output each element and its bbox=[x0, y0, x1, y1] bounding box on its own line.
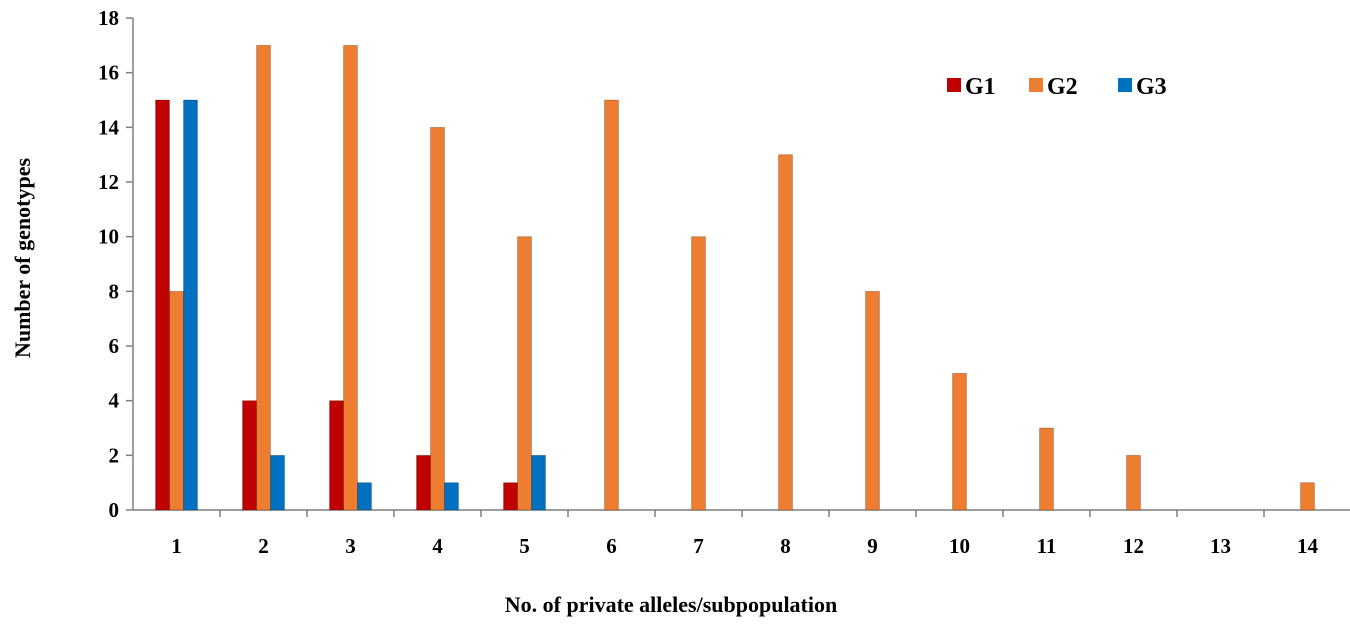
x-tick-label: 11 bbox=[1037, 534, 1057, 558]
bar-g2-5 bbox=[517, 236, 532, 511]
bar-g3-4 bbox=[444, 482, 459, 511]
y-tick-label: 8 bbox=[109, 279, 120, 303]
y-tick-label: 16 bbox=[98, 61, 119, 85]
bar-g2-12 bbox=[1126, 454, 1141, 511]
bar-g2-8 bbox=[778, 154, 793, 511]
y-tick-label: 10 bbox=[98, 225, 119, 249]
x-tick-label: 7 bbox=[693, 534, 704, 558]
legend-swatch-g2 bbox=[1029, 78, 1043, 92]
legend-swatch-g3 bbox=[1118, 78, 1132, 92]
x-tick-label: 9 bbox=[867, 534, 878, 558]
y-axis-title: Number of genotypes bbox=[10, 158, 35, 358]
x-tick-label: 13 bbox=[1210, 534, 1231, 558]
x-tick-label: 8 bbox=[780, 534, 791, 558]
bar-g2-14 bbox=[1300, 482, 1315, 511]
legend-swatch-g1 bbox=[947, 78, 961, 92]
bar-g1-1 bbox=[155, 99, 170, 511]
bar-g1-4 bbox=[416, 454, 431, 511]
x-tick-label: 12 bbox=[1123, 534, 1144, 558]
y-axis-ticks: 0 2 4 6 8 10 12 14 16 18 bbox=[98, 6, 133, 522]
y-tick-label: 14 bbox=[98, 115, 120, 139]
x-tick-label: 14 bbox=[1297, 534, 1319, 558]
x-tick-label: 1 bbox=[171, 534, 182, 558]
x-tick-label: 4 bbox=[432, 534, 443, 558]
x-tick-label: 3 bbox=[345, 534, 356, 558]
bar-g2-6 bbox=[604, 99, 619, 511]
x-tick-label: 10 bbox=[949, 534, 970, 558]
x-axis-ticks: 1 2 3 4 5 6 7 8 9 10 11 12 13 14 bbox=[171, 510, 1319, 558]
bar-g3-5 bbox=[531, 454, 546, 511]
x-tick-label: 2 bbox=[258, 534, 269, 558]
bar-g2-3 bbox=[343, 44, 358, 511]
bar-g1-2 bbox=[242, 400, 257, 511]
x-axis-title: No. of private alleles/subpopulation bbox=[505, 592, 837, 617]
y-tick-label: 6 bbox=[109, 334, 120, 358]
y-tick-label: 4 bbox=[109, 389, 120, 413]
bar-g1-5 bbox=[503, 482, 518, 511]
legend-label-g1: G1 bbox=[965, 74, 996, 100]
legend-label-g3: G3 bbox=[1136, 74, 1167, 100]
bar-g2-10 bbox=[952, 372, 967, 511]
y-tick-label: 2 bbox=[109, 443, 120, 467]
bar-g3-2 bbox=[270, 454, 285, 511]
bar-g2-1 bbox=[169, 290, 184, 511]
bar-g1-3 bbox=[329, 400, 344, 511]
x-tick-label: 6 bbox=[606, 534, 617, 558]
legend: G1 G2 G3 bbox=[947, 74, 1167, 100]
y-tick-label: 12 bbox=[98, 170, 119, 194]
legend-label-g2: G2 bbox=[1047, 74, 1078, 100]
y-tick-label: 0 bbox=[109, 498, 120, 522]
bar-g2-7 bbox=[691, 236, 706, 511]
x-tick-label: 5 bbox=[519, 534, 530, 558]
bar-g3-3 bbox=[357, 482, 372, 511]
y-tick-label: 18 bbox=[98, 6, 119, 30]
bars-group bbox=[155, 44, 1315, 511]
bar-g2-9 bbox=[865, 290, 880, 511]
bar-g3-1 bbox=[183, 99, 198, 511]
bar-g2-11 bbox=[1039, 427, 1054, 511]
bar-g2-4 bbox=[430, 126, 445, 511]
bar-g2-2 bbox=[256, 44, 271, 511]
